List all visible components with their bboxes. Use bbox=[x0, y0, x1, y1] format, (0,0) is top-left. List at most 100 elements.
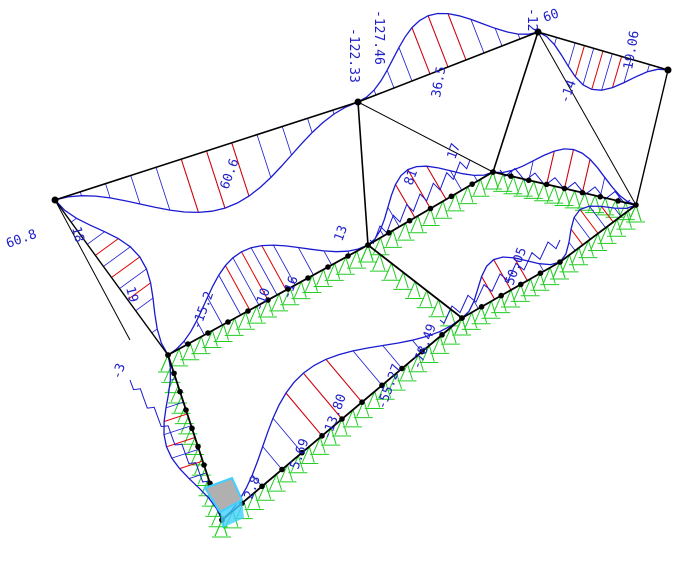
moment-label: 5.69 bbox=[288, 437, 313, 472]
moment-curve-ground-right bbox=[492, 148, 637, 206]
support-symbol bbox=[224, 318, 244, 336]
node bbox=[365, 242, 371, 248]
node bbox=[195, 443, 201, 450]
moment-ordinate bbox=[398, 47, 413, 82]
support-symbol bbox=[168, 385, 188, 404]
moment-label: -14 bbox=[558, 78, 580, 105]
moment-ordinate bbox=[646, 64, 650, 72]
column bbox=[635, 69, 669, 206]
moment-ordinate bbox=[281, 126, 292, 156]
node bbox=[427, 205, 434, 212]
moment-ordinate bbox=[189, 472, 207, 479]
node bbox=[165, 352, 171, 358]
moment-ordinate-red bbox=[426, 165, 447, 200]
moment-ordinate bbox=[87, 231, 105, 245]
node bbox=[537, 270, 544, 277]
support-symbol bbox=[302, 275, 322, 294]
support-symbol bbox=[202, 330, 222, 349]
moment-ordinate-red bbox=[241, 251, 269, 301]
moment-ordinate-red bbox=[206, 150, 226, 209]
node bbox=[561, 185, 568, 192]
moment-ordinate-red bbox=[179, 460, 203, 470]
column bbox=[492, 31, 539, 173]
moment-label: -3 bbox=[110, 362, 129, 382]
moment-ordinate bbox=[387, 207, 400, 227]
support-symbol bbox=[269, 293, 289, 312]
moment-curve-top-right bbox=[537, 31, 669, 91]
support-symbol bbox=[481, 300, 501, 319]
support-symbol bbox=[523, 181, 543, 199]
support-symbol bbox=[416, 290, 436, 309]
moment-ordinate bbox=[599, 177, 606, 197]
moment-ordinate bbox=[256, 134, 272, 178]
node bbox=[319, 433, 325, 439]
moment-diagram-curves bbox=[54, 12, 669, 521]
node bbox=[305, 275, 311, 281]
support-symbol bbox=[191, 336, 211, 355]
frame-members bbox=[54, 31, 669, 521]
moment-ordinate-red bbox=[261, 245, 287, 291]
moment-ordinate bbox=[170, 378, 176, 381]
moment-ordinate bbox=[103, 246, 131, 267]
node bbox=[664, 66, 672, 74]
top-beam bbox=[54, 101, 359, 201]
node bbox=[171, 370, 177, 377]
moment-ordinate-red bbox=[224, 265, 251, 311]
moment-ordinate bbox=[272, 244, 296, 286]
node bbox=[359, 399, 365, 405]
moment-ordinate-red bbox=[513, 257, 528, 281]
support-symbol bbox=[408, 215, 427, 234]
moment-ordinate-red bbox=[325, 359, 363, 403]
moment-ordinate bbox=[250, 247, 278, 296]
support-symbol bbox=[324, 263, 344, 281]
moment-ordinate-red bbox=[581, 159, 591, 193]
support-symbol bbox=[540, 267, 560, 286]
support-symbol bbox=[335, 257, 355, 275]
node bbox=[279, 466, 285, 473]
moment-ordinate bbox=[386, 70, 395, 89]
moment-label: 13 bbox=[332, 224, 351, 244]
moment-spring bbox=[129, 379, 221, 501]
node bbox=[490, 169, 496, 175]
node bbox=[459, 315, 465, 321]
moment-ordinate bbox=[538, 263, 545, 272]
moment-label: 36.5 bbox=[429, 65, 449, 98]
moment-ordinate bbox=[614, 207, 622, 217]
bracing bbox=[357, 101, 494, 173]
selected-element bbox=[203, 476, 244, 528]
moment-ordinate bbox=[135, 297, 154, 312]
node bbox=[379, 382, 385, 389]
moment-ordinate-red bbox=[546, 150, 555, 185]
moment-ordinate bbox=[70, 217, 77, 223]
moment-ordinate bbox=[517, 33, 521, 40]
support-symbol bbox=[346, 250, 366, 269]
support-symbol bbox=[178, 416, 198, 435]
node bbox=[579, 189, 586, 196]
support-symbol bbox=[369, 253, 389, 272]
support-symbol bbox=[246, 305, 266, 324]
node bbox=[518, 281, 524, 288]
moment-spring bbox=[439, 239, 561, 325]
top-beam bbox=[537, 31, 669, 71]
moment-ordinate-red bbox=[411, 27, 431, 75]
node bbox=[185, 341, 191, 347]
moment-label: -16 bbox=[280, 274, 302, 301]
moment-ordinate-red bbox=[180, 159, 199, 213]
node bbox=[498, 292, 505, 299]
moment-ordinate bbox=[119, 268, 147, 289]
node bbox=[205, 330, 211, 336]
support-symbol bbox=[291, 281, 311, 300]
moment-ordinate-red bbox=[574, 45, 585, 77]
node bbox=[325, 264, 331, 270]
moment-curve-ground-left bbox=[167, 244, 369, 356]
moment-ordinate bbox=[601, 53, 613, 91]
moment-label: 17 bbox=[445, 142, 464, 162]
moment-label: -12 bbox=[524, 8, 539, 31]
moment-label: -122.33 bbox=[346, 28, 361, 83]
moment-ordinate bbox=[218, 274, 242, 316]
node bbox=[201, 462, 207, 468]
moment-ordinate-red bbox=[493, 259, 512, 291]
node bbox=[345, 253, 351, 259]
moment-ordinate bbox=[588, 205, 606, 229]
node bbox=[525, 177, 532, 184]
